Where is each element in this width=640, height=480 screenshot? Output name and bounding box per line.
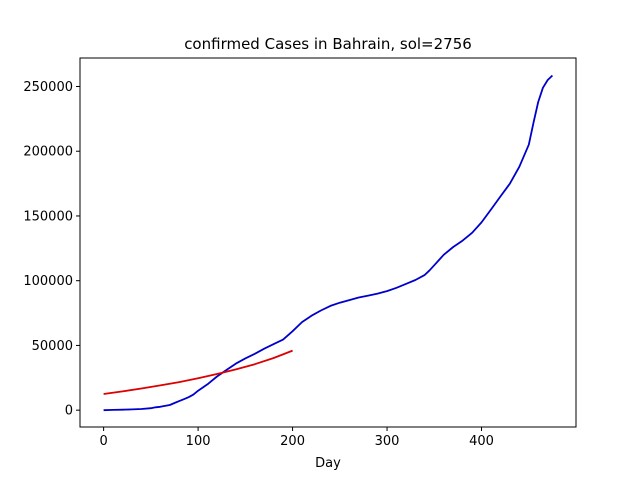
x-tick-label: 300 bbox=[375, 434, 400, 449]
series-line-2 bbox=[103, 349, 293, 395]
y-tick-label: 100000 bbox=[23, 274, 73, 289]
x-axis-label: Day bbox=[315, 456, 341, 471]
plot-frame bbox=[79, 57, 577, 428]
x-tick-label: 200 bbox=[280, 434, 305, 449]
x-tick-label: 0 bbox=[99, 434, 107, 449]
x-axis: 0 100 200 300 400 bbox=[99, 427, 494, 449]
y-tick-label: 50000 bbox=[32, 339, 73, 354]
series-layer bbox=[103, 74, 554, 412]
y-tick-label: 250000 bbox=[23, 80, 73, 95]
y-tick-label: 150000 bbox=[23, 209, 73, 224]
y-tick-label: 200000 bbox=[23, 145, 73, 160]
x-tick-label: 400 bbox=[469, 434, 494, 449]
y-tick-label: 0 bbox=[65, 404, 73, 419]
y-axis: 0 50000 100000 150000 200000 250000 bbox=[23, 80, 80, 419]
chart-title: confirmed Cases in Bahrain, sol=2756 bbox=[184, 35, 472, 53]
series-line-1 bbox=[103, 74, 554, 412]
x-tick-label: 100 bbox=[186, 434, 211, 449]
